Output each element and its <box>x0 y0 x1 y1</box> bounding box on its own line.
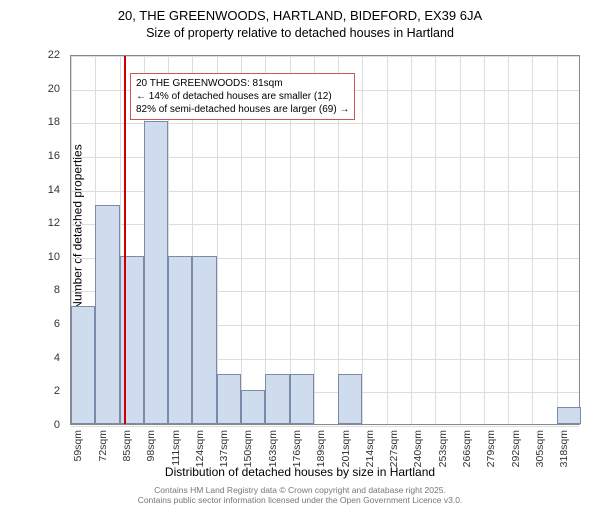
histogram-bar <box>95 205 119 424</box>
gridline-v <box>532 56 533 424</box>
xtick-label: 240sqm <box>412 430 424 467</box>
xtick-label: 176sqm <box>291 430 303 467</box>
ytick-label: 2 <box>54 385 60 397</box>
gridline-v <box>460 56 461 424</box>
ytick-label: 12 <box>48 217 60 229</box>
ytick-label: 6 <box>54 318 60 330</box>
ytick-label: 4 <box>54 352 60 364</box>
xtick-label: 292sqm <box>510 430 522 467</box>
reference-line <box>124 56 126 424</box>
y-axis-ticks: 0246810121416182022 <box>0 55 65 425</box>
histogram-bar <box>217 374 241 424</box>
histogram-bar <box>168 256 192 424</box>
histogram-bar <box>241 390 265 424</box>
histogram-bar <box>192 256 216 424</box>
gridline-v <box>387 56 388 424</box>
annotation-line1: 20 THE GREENWOODS: 81sqm <box>136 77 349 90</box>
xtick-label: 85sqm <box>121 430 133 462</box>
histogram-bar <box>144 121 168 424</box>
xtick-label: 318sqm <box>558 430 570 467</box>
ytick-label: 18 <box>48 116 60 128</box>
gridline-v <box>362 56 363 424</box>
xtick-label: 214sqm <box>364 430 376 467</box>
xtick-label: 266sqm <box>461 430 473 467</box>
x-axis-label: Distribution of detached houses by size … <box>0 465 600 479</box>
xtick-label: 72sqm <box>97 430 109 462</box>
xtick-label: 124sqm <box>194 430 206 467</box>
histogram-bar <box>557 407 581 424</box>
attribution-line2: Contains public sector information licen… <box>138 495 463 505</box>
ytick-label: 8 <box>54 284 60 296</box>
xtick-label: 227sqm <box>388 430 400 467</box>
chart-title-line1: 20, THE GREENWOODS, HARTLAND, BIDEFORD, … <box>0 8 600 23</box>
gridline-v <box>508 56 509 424</box>
xtick-label: 163sqm <box>267 430 279 467</box>
gridline-v <box>557 56 558 424</box>
ytick-label: 22 <box>48 49 60 61</box>
ytick-label: 0 <box>54 419 60 431</box>
histogram-bar <box>120 256 144 424</box>
attribution: Contains HM Land Registry data © Crown c… <box>0 485 600 505</box>
xtick-label: 305sqm <box>534 430 546 467</box>
gridline-v <box>484 56 485 424</box>
chart-plot: 59sqm72sqm85sqm98sqm111sqm124sqm137sqm15… <box>70 55 580 425</box>
xtick-label: 189sqm <box>315 430 327 467</box>
xtick-label: 59sqm <box>72 430 84 462</box>
attribution-line1: Contains HM Land Registry data © Crown c… <box>154 485 446 495</box>
xtick-label: 98sqm <box>145 430 157 462</box>
xtick-label: 137sqm <box>218 430 230 467</box>
annotation-box: 20 THE GREENWOODS: 81sqm ← 14% of detach… <box>130 73 355 120</box>
histogram-bar <box>290 374 314 424</box>
gridline-v <box>411 56 412 424</box>
gridline-h <box>71 426 579 427</box>
xtick-label: 111sqm <box>170 430 182 466</box>
xtick-label: 253sqm <box>437 430 449 467</box>
ytick-label: 10 <box>48 251 60 263</box>
xtick-label: 150sqm <box>242 430 254 467</box>
gridline-h <box>71 56 579 57</box>
annotation-line2: ← 14% of detached houses are smaller (12… <box>136 90 349 103</box>
ytick-label: 14 <box>48 184 60 196</box>
chart-title-line2: Size of property relative to detached ho… <box>0 26 600 40</box>
xtick-label: 279sqm <box>485 430 497 467</box>
x-axis-ticks: 59sqm 72sqm 85sqm 98sqm 111sqm 124sqm 137sqm 15… <box>70 430 580 470</box>
ytick-label: 20 <box>48 83 60 95</box>
gridline-v <box>435 56 436 424</box>
ytick-label: 16 <box>48 150 60 162</box>
histogram-bar <box>71 306 95 424</box>
annotation-line3: 82% of semi-detached houses are larger (… <box>136 103 349 116</box>
histogram-bar <box>265 374 289 424</box>
histogram-bar <box>338 374 362 424</box>
xtick-label: 201sqm <box>340 430 352 467</box>
